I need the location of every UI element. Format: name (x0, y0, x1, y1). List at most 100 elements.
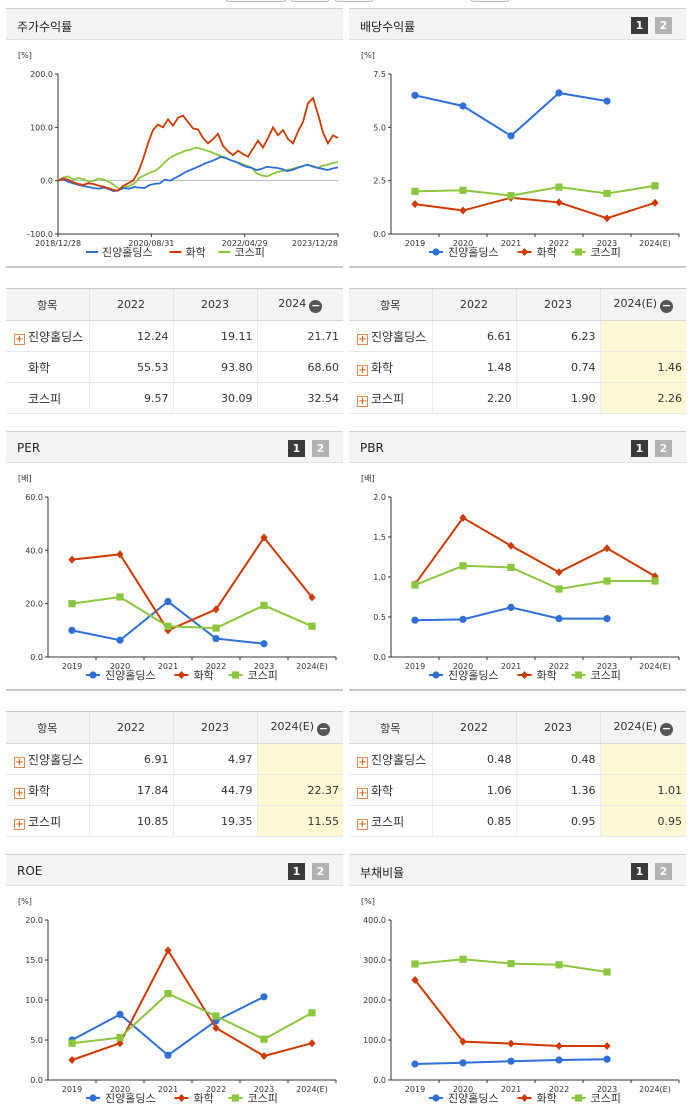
legend-circle-marker (432, 248, 440, 256)
row-name[interactable]: + 진양홀딩스 (6, 320, 89, 352)
row-label: 진양홀딩스 (28, 329, 84, 344)
expand-plus-icon[interactable]: + (357, 333, 368, 345)
top-control-pill[interactable] (225, 0, 287, 2)
x-tick-label: 2021 (501, 1085, 521, 1094)
data-point-circle-marker (603, 97, 611, 105)
chart-toggle-1-button[interactable]: 1 (631, 17, 648, 34)
expand-plus-icon[interactable]: + (14, 333, 25, 345)
collapse-icon[interactable]: − (660, 721, 674, 736)
row-name[interactable]: + 코스피 (6, 805, 89, 837)
panel-header: ROE 1 2 (6, 854, 343, 886)
expand-plus-icon[interactable]: + (357, 395, 368, 407)
chart-toggle-1-button[interactable]: 1 (631, 440, 648, 457)
top-control-pill[interactable] (334, 0, 374, 2)
row-name[interactable]: + 코스피 (349, 382, 432, 414)
top-control-pill[interactable] (470, 0, 510, 2)
y-tick-label: 60.0 (25, 493, 43, 502)
chart-toggle-1-button[interactable]: 1 (288, 863, 305, 880)
x-tick-label: 2020 (453, 662, 473, 671)
data-point-diamond-marker (260, 1052, 268, 1060)
data-point-circle-marker (459, 615, 467, 623)
col-header-2024: 2024− (256, 288, 343, 321)
cell-value (256, 743, 343, 775)
expand-plus-icon[interactable]: + (14, 818, 25, 830)
pbr-chart: [배] 2.0 1.5 1.0 0.5 0.0 2019 2020 2021 2022 2023 20… (349, 464, 686, 689)
cell-value (599, 743, 686, 775)
data-point-circle-marker (603, 1055, 611, 1063)
top-control-pill[interactable] (290, 0, 330, 2)
row-name[interactable]: + 코스피 (349, 805, 432, 837)
x-tick-label: 2022 (549, 662, 569, 671)
row-name[interactable]: + 화학 (349, 351, 432, 383)
data-point-square-marker (555, 585, 563, 593)
data-point-square-marker (212, 1012, 220, 1020)
data-point-square-marker (507, 960, 515, 968)
chart-svg: [%] 20.0 15.0 10.0 5.0 0.0 2019 2020 2021 2022 202… (18, 897, 337, 1105)
y-tick-label: 2.0 (373, 493, 386, 502)
chart-svg: [%] 7.5 5.0 2.5 0.0 2019 2020 2021 2022 2023 2024(… (361, 51, 680, 259)
expand-plus-icon[interactable]: + (357, 787, 368, 799)
expand-plus-icon[interactable]: + (14, 756, 25, 768)
legend-square-marker (574, 1094, 583, 1102)
cell-value: 1.46 (599, 351, 686, 383)
row-name[interactable]: + 진양홀딩스 (349, 320, 432, 352)
chart-toggle-2-button[interactable]: 2 (655, 440, 672, 457)
series-line (71, 992, 313, 1045)
chart-toggle-2-button[interactable]: 2 (312, 863, 329, 880)
legend-circle-marker (432, 671, 440, 679)
x-tick-label: 2019 (405, 239, 425, 248)
chart-toggle-1-button[interactable]: 1 (288, 440, 305, 457)
data-point-diamond-marker (603, 214, 611, 223)
chart-toggle-2-button[interactable]: 2 (655, 17, 672, 34)
y-tick-label: 0.0 (40, 177, 53, 186)
row-name[interactable]: + 화학 (349, 774, 432, 806)
data-point-square-marker (603, 968, 611, 976)
cell-value: 1.90 (515, 382, 600, 414)
cell-value: 0.48 (431, 743, 516, 775)
row-label: 화학 (28, 360, 51, 375)
col-header-2022: 2022 (88, 711, 173, 744)
data-point-diamond-marker (68, 1056, 76, 1064)
table-row: 화학 55.53 93.80 68.60 (6, 351, 343, 383)
collapse-icon[interactable]: − (660, 298, 674, 313)
data-point-circle-marker (116, 1010, 124, 1018)
row-name[interactable]: + 진양홀딩스 (349, 743, 432, 775)
row-label: 진양홀딩스 (371, 329, 427, 344)
data-point-diamond-marker (459, 1037, 467, 1046)
chart-toggle-2-button[interactable]: 2 (655, 863, 672, 880)
cell-value: 0.85 (431, 805, 516, 837)
expand-plus-icon[interactable]: + (357, 756, 368, 768)
data-point-circle-marker (459, 1059, 467, 1067)
roe-panel: ROE 1 2 [%] 20.0 15.0 10.0 5.0 0.0 2019 2020 202… (6, 854, 343, 1105)
y-tick-label: 1.5 (373, 533, 386, 542)
expand-plus-icon[interactable]: + (357, 818, 368, 830)
cell-value: 30.09 (172, 382, 257, 414)
chart-toggle-2-button[interactable]: 2 (312, 440, 329, 457)
data-point-diamond-marker (212, 1024, 220, 1032)
chart-toggle-1-button[interactable]: 1 (631, 863, 648, 880)
data-point-square-marker (651, 577, 659, 585)
col-header-item: 항목 (6, 288, 89, 321)
x-tick-label: 2022 (206, 1085, 226, 1094)
data-point-diamond-marker (164, 946, 172, 955)
cell-value: 55.53 (88, 351, 173, 383)
data-point-circle-marker (555, 615, 563, 623)
col-header-item: 항목 (6, 711, 89, 744)
collapse-icon[interactable]: − (309, 298, 323, 313)
collapse-icon[interactable]: − (317, 721, 331, 736)
data-point-circle-marker (68, 626, 76, 634)
series-line (71, 600, 265, 645)
legend-label: 진양홀딩스 (105, 1092, 156, 1105)
y-tick-label: 200.0 (363, 996, 386, 1005)
cell-value: 12.24 (88, 320, 173, 352)
x-tick-label: 2022 (206, 662, 226, 671)
table-row: + 코스피 0.85 0.95 0.95 (349, 805, 686, 837)
row-name[interactable]: + 화학 (6, 774, 89, 806)
x-tick-label: 2023 (597, 239, 617, 248)
expand-plus-icon[interactable]: + (14, 787, 25, 799)
y-tick-label: 1.0 (373, 573, 386, 582)
expand-plus-icon[interactable]: + (357, 364, 368, 376)
data-point-diamond-marker (459, 513, 467, 522)
row-name[interactable]: + 진양홀딩스 (6, 743, 89, 775)
data-point-diamond-marker (507, 1039, 515, 1048)
